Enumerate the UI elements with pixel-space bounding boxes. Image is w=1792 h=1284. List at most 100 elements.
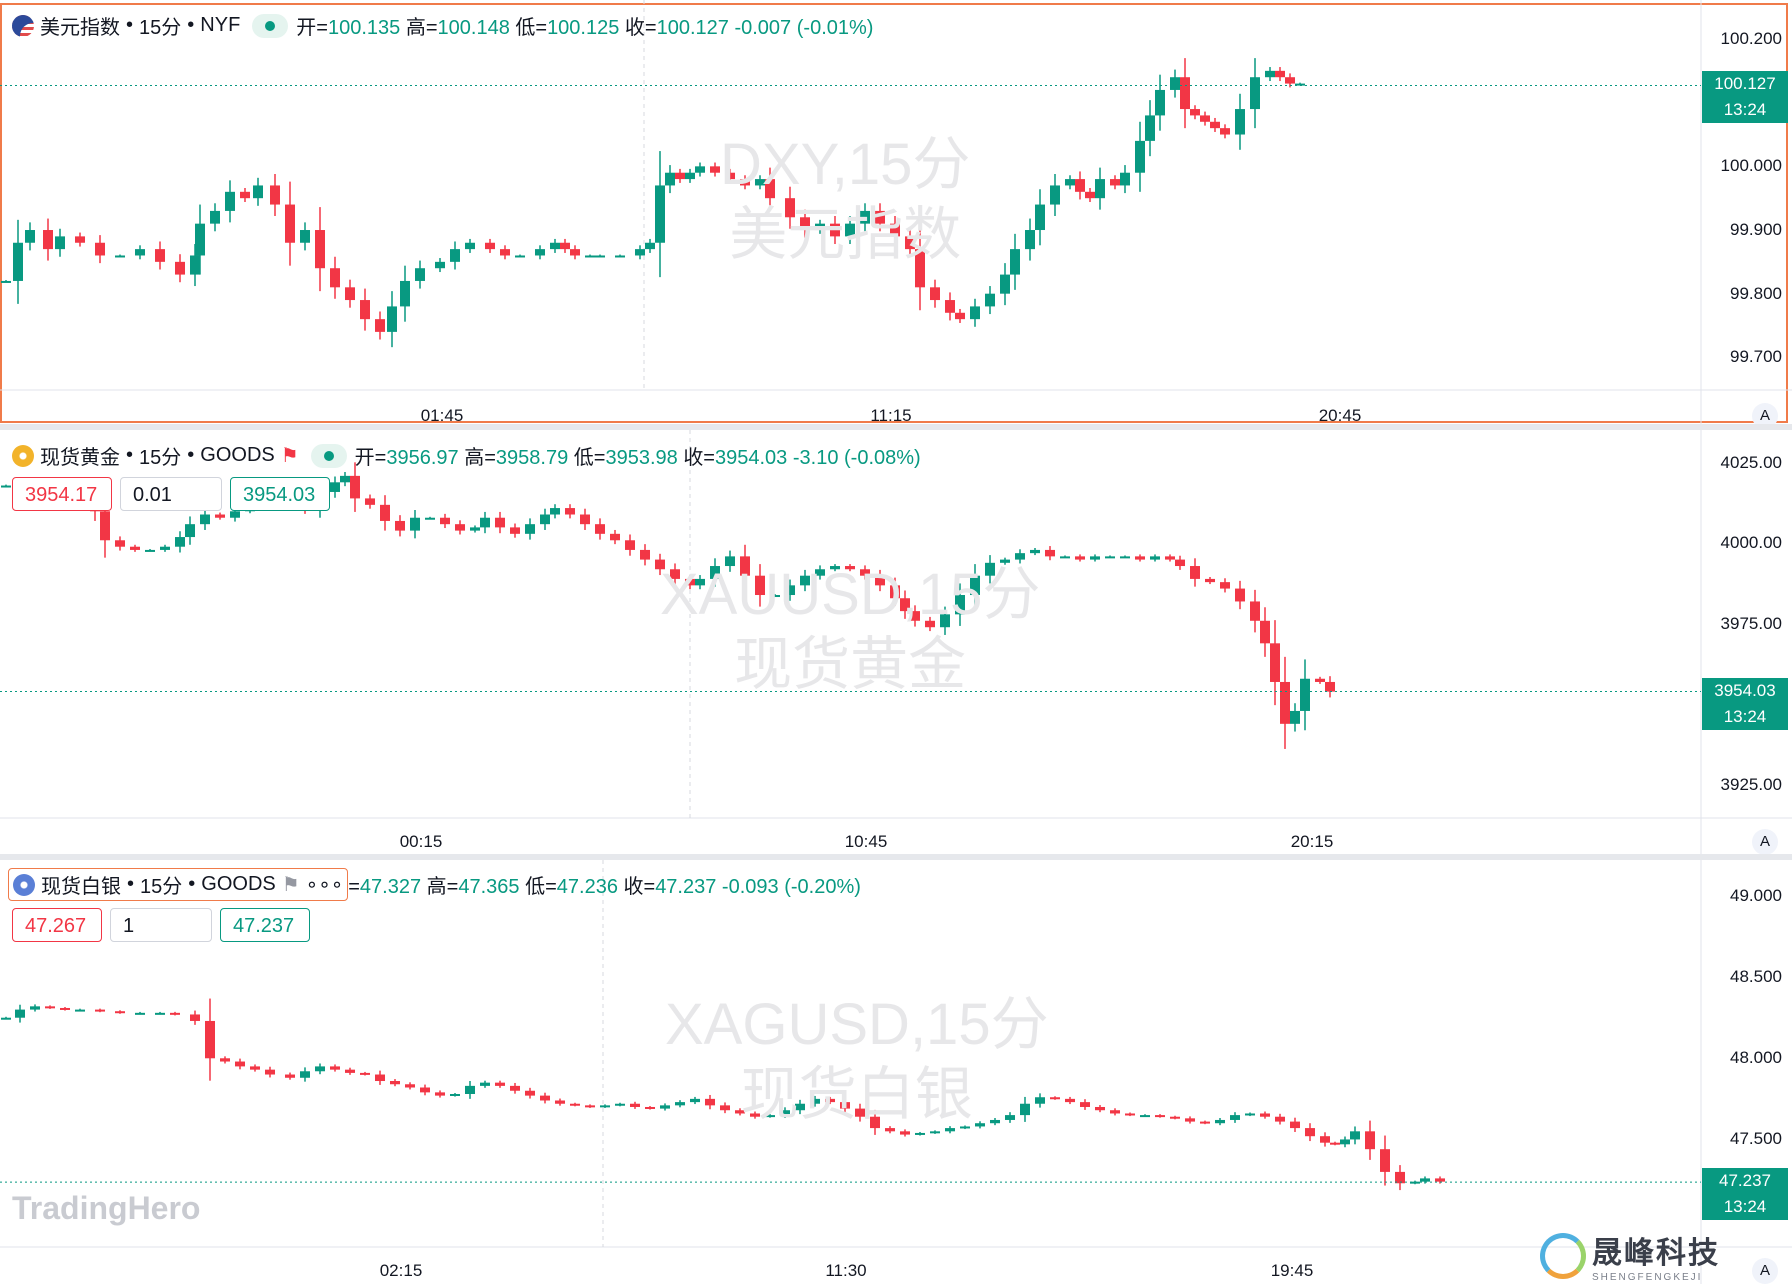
candle xyxy=(135,1011,145,1015)
candle xyxy=(595,254,605,258)
market-open-indicator[interactable] xyxy=(252,13,289,38)
candle xyxy=(755,175,765,190)
chart-panel-silver[interactable]: XAGUSD,15分 现货白银 现货白银 • 15分 • GOODS ⚑ ∘∘∘ =4… xyxy=(0,860,1792,1284)
red-flag-icon[interactable]: ⚑ xyxy=(280,445,299,467)
candle xyxy=(800,569,810,592)
candle xyxy=(1150,554,1160,562)
candle xyxy=(1330,1141,1340,1146)
gray-flag-icon[interactable]: ⚑ xyxy=(281,874,300,896)
candle xyxy=(160,544,170,552)
active-panel-border xyxy=(0,3,1788,423)
candle xyxy=(170,1011,180,1016)
panel-separator[interactable] xyxy=(0,854,1792,860)
candle xyxy=(95,235,105,264)
candle xyxy=(710,162,720,177)
candle xyxy=(390,1079,400,1087)
dxy-symbol-label[interactable]: 美元指数 • 15分 • NYF xyxy=(8,10,244,41)
candle xyxy=(1170,69,1180,98)
candle xyxy=(420,1084,430,1096)
shengfeng-swirl-icon xyxy=(1540,1232,1586,1279)
candle xyxy=(130,544,140,552)
chart-panel-gold[interactable]: XAUUSD,15分 现货黄金 现货黄金 • 15分 • GOODS ⚑ 开=3956… xyxy=(0,430,1792,858)
candle xyxy=(785,186,795,229)
auto-scale-button[interactable]: A xyxy=(1752,1258,1778,1284)
candle xyxy=(860,203,870,232)
candle xyxy=(387,291,397,348)
candle xyxy=(735,1108,745,1116)
candle xyxy=(570,245,580,260)
candle xyxy=(1235,93,1245,150)
candle xyxy=(585,1104,595,1108)
quantity-input[interactable]: 0.01 xyxy=(120,477,222,511)
candle xyxy=(910,605,920,627)
candle xyxy=(220,1056,230,1064)
candle xyxy=(270,173,280,217)
candle xyxy=(1050,173,1060,217)
candle xyxy=(785,579,795,601)
auto-scale-button[interactable]: A xyxy=(1752,829,1778,855)
candle xyxy=(525,1087,535,1099)
candle xyxy=(375,1070,385,1085)
candle xyxy=(795,1099,805,1115)
time-tick-label: 02:15 xyxy=(379,1261,423,1280)
candle xyxy=(740,544,750,588)
candle xyxy=(900,590,910,619)
candle xyxy=(640,544,650,566)
candle xyxy=(285,1072,295,1080)
time-tick-label: 11:15 xyxy=(870,406,912,425)
candle xyxy=(765,167,775,210)
candle xyxy=(645,1106,655,1110)
last-price-badge: 3954.03 13:24 xyxy=(1702,677,1788,730)
candle xyxy=(415,260,425,289)
price-tick-label: 48.500 xyxy=(1730,967,1782,987)
market-open-indicator[interactable] xyxy=(310,443,347,468)
candle xyxy=(400,265,410,322)
candle xyxy=(780,1107,790,1119)
more-options-icon[interactable]: ∘∘∘ xyxy=(305,874,344,896)
candle xyxy=(830,564,840,572)
candle xyxy=(645,238,655,253)
candle xyxy=(1380,1135,1390,1186)
dxy-candle-plot[interactable] xyxy=(0,0,1792,430)
candle xyxy=(1275,67,1285,82)
quantity-input[interactable]: 1 xyxy=(110,908,212,942)
candle xyxy=(1265,67,1275,82)
sell-price-button[interactable]: 3954.17 xyxy=(12,477,112,511)
candle xyxy=(1260,1111,1270,1119)
candle xyxy=(550,238,560,253)
candle xyxy=(1005,1112,1015,1123)
candle xyxy=(600,1104,610,1108)
silver-symbol-label[interactable]: 现货白银 • 15分 • GOODS ⚑ ∘∘∘ xyxy=(8,868,349,901)
candle xyxy=(985,555,995,584)
candle xyxy=(465,238,475,253)
candle xyxy=(265,1066,275,1078)
candle xyxy=(495,511,505,534)
candle xyxy=(665,165,675,194)
buy-price-button[interactable]: 3954.03 xyxy=(230,477,330,511)
price-tick-label: 4025.00 xyxy=(1720,452,1782,472)
candle xyxy=(1020,1096,1030,1122)
panel-separator[interactable] xyxy=(0,424,1792,430)
candle xyxy=(815,565,825,580)
candle xyxy=(845,564,855,572)
countdown-time: 13:24 xyxy=(1723,706,1767,726)
candle xyxy=(190,1010,200,1025)
candle xyxy=(510,1082,520,1094)
time-tick-label: 10:45 xyxy=(844,832,888,851)
candle xyxy=(1095,1105,1105,1113)
candle xyxy=(695,575,705,590)
candle xyxy=(435,1090,445,1098)
price-tick-label: 100.200 xyxy=(1720,29,1782,49)
buy-price-button[interactable]: 47.237 xyxy=(220,908,310,942)
candle xyxy=(655,151,665,278)
candle xyxy=(1050,1096,1060,1100)
candle xyxy=(1190,105,1200,120)
candle xyxy=(365,494,375,509)
candle xyxy=(1155,1114,1165,1118)
sell-price-button[interactable]: 47.267 xyxy=(12,908,102,942)
gold-symbol-label[interactable]: 现货黄金 • 15分 • GOODS ⚑ xyxy=(8,440,303,471)
silver-candle-plot[interactable] xyxy=(0,860,1792,1284)
chart-panel-dxy[interactable]: DXY,15分 美元指数 美元指数 • 15分 • NYF 开=100.135 高=1… xyxy=(0,0,1792,430)
candle xyxy=(840,1098,850,1113)
candle xyxy=(1,280,11,283)
